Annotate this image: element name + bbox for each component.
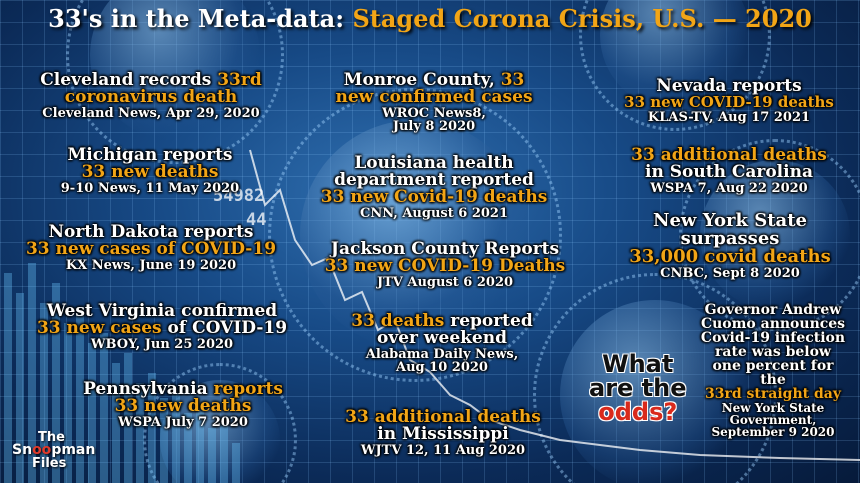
background-ticker-number: 44 xyxy=(246,210,267,230)
virus-image xyxy=(533,273,777,483)
virus-image xyxy=(143,363,297,483)
background-bar-graphic xyxy=(4,263,240,483)
odds-question: What are the odds? xyxy=(589,350,687,426)
headline-jackson: Jackson County Reports 33 new COVID-19 D… xyxy=(324,239,566,290)
snoopman-files-logo: The Snoopman Files xyxy=(12,430,96,471)
headline-north-dakota: North Dakota reports 33 new cases of COV… xyxy=(25,222,277,273)
headline-alabama: 33 deaths reported over weekend Alabama … xyxy=(351,311,533,375)
virus-image xyxy=(679,139,860,331)
page-title: 33's in the Meta-data: Staged Corona Cri… xyxy=(48,4,812,33)
headline-south-carolina: 33 additional deaths in South Carolina W… xyxy=(631,145,827,196)
headline-monroe: Monroe County, 33 new confirmed cases WR… xyxy=(335,70,533,134)
background-ticker-number: 54982 xyxy=(213,186,265,206)
headline-west-virginia: West Virginia confirmed 33 new cases of … xyxy=(36,301,288,352)
headline-nevada: Nevada reports 33 new COVID-19 deaths KL… xyxy=(624,76,834,125)
headline-louisiana: Louisiana health department reported 33 … xyxy=(320,153,548,221)
headline-pennsylvania: Pennsylvania reports 33 new deaths WSPA … xyxy=(83,379,283,430)
virus-image xyxy=(267,87,563,383)
headline-cuomo: Governor Andrew Cuomo announces Covid-19… xyxy=(700,302,846,439)
headline-new-york: New York State surpasses 33,000 covid de… xyxy=(629,210,831,281)
headline-mississippi: 33 additional deaths in Mississippi WJTV… xyxy=(345,407,541,458)
headline-cleveland: Cleveland records 33rd coronavirus death… xyxy=(40,70,262,121)
headline-michigan: Michigan reports 33 new deaths 9-10 News… xyxy=(60,145,240,196)
